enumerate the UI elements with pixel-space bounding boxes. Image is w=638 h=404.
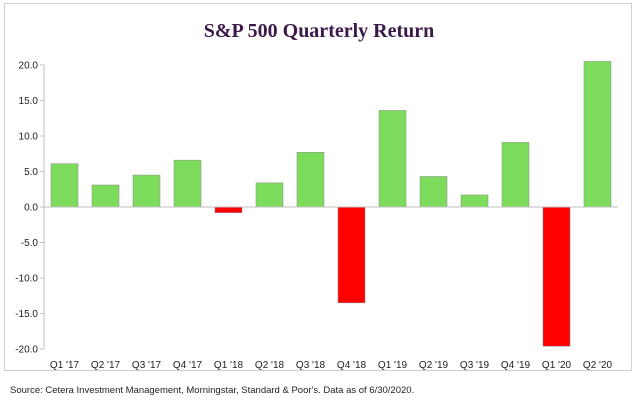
x-tick-label: Q2 '17 (91, 360, 121, 371)
y-tick-label: -5.0 (21, 238, 39, 249)
x-tick-label: Q4 '19 (501, 360, 531, 371)
x-tick-label: Q3 '19 (460, 360, 490, 371)
y-tick-label: 20.0 (19, 61, 39, 72)
x-tick-label: Q2 '18 (255, 360, 285, 371)
x-tick-label: Q2 '19 (419, 360, 449, 371)
chart-title: S&P 500 Quarterly Return (203, 20, 435, 42)
y-tick-label: 0.0 (24, 203, 38, 214)
bar (583, 61, 612, 208)
bar (132, 174, 161, 208)
y-tick-label: -15.0 (15, 309, 38, 320)
bar (91, 184, 120, 208)
bar (419, 176, 448, 208)
y-tick-label: -10.0 (15, 274, 38, 285)
bar (296, 152, 325, 208)
bar (255, 182, 284, 208)
x-tick-label: Q2 '20 (583, 360, 613, 371)
source-note: Source: Cetera Investment Management, Mo… (10, 385, 415, 396)
x-tick-label: Q3 '17 (132, 360, 162, 371)
bar (173, 159, 202, 208)
y-tick-label: 5.0 (24, 167, 38, 178)
bar (50, 163, 79, 208)
x-tick-label: Q1 '19 (378, 360, 408, 371)
x-tick-label: Q3 '18 (296, 360, 326, 371)
bar (337, 206, 366, 304)
bar (542, 206, 571, 347)
x-tick-label: Q4 '17 (173, 360, 203, 371)
bar (378, 110, 407, 208)
x-tick-label: Q1 '18 (214, 360, 244, 371)
y-tick-label: 10.0 (19, 132, 39, 143)
x-tick-label: Q4 '18 (337, 360, 367, 371)
bar (214, 206, 243, 213)
y-tick-label: 15.0 (19, 96, 39, 107)
y-tick-label: -20.0 (15, 345, 38, 356)
x-tick-label: Q1 '20 (542, 360, 572, 371)
x-tick-label: Q1 '17 (50, 360, 80, 371)
bar (460, 194, 489, 208)
bar (501, 142, 530, 208)
